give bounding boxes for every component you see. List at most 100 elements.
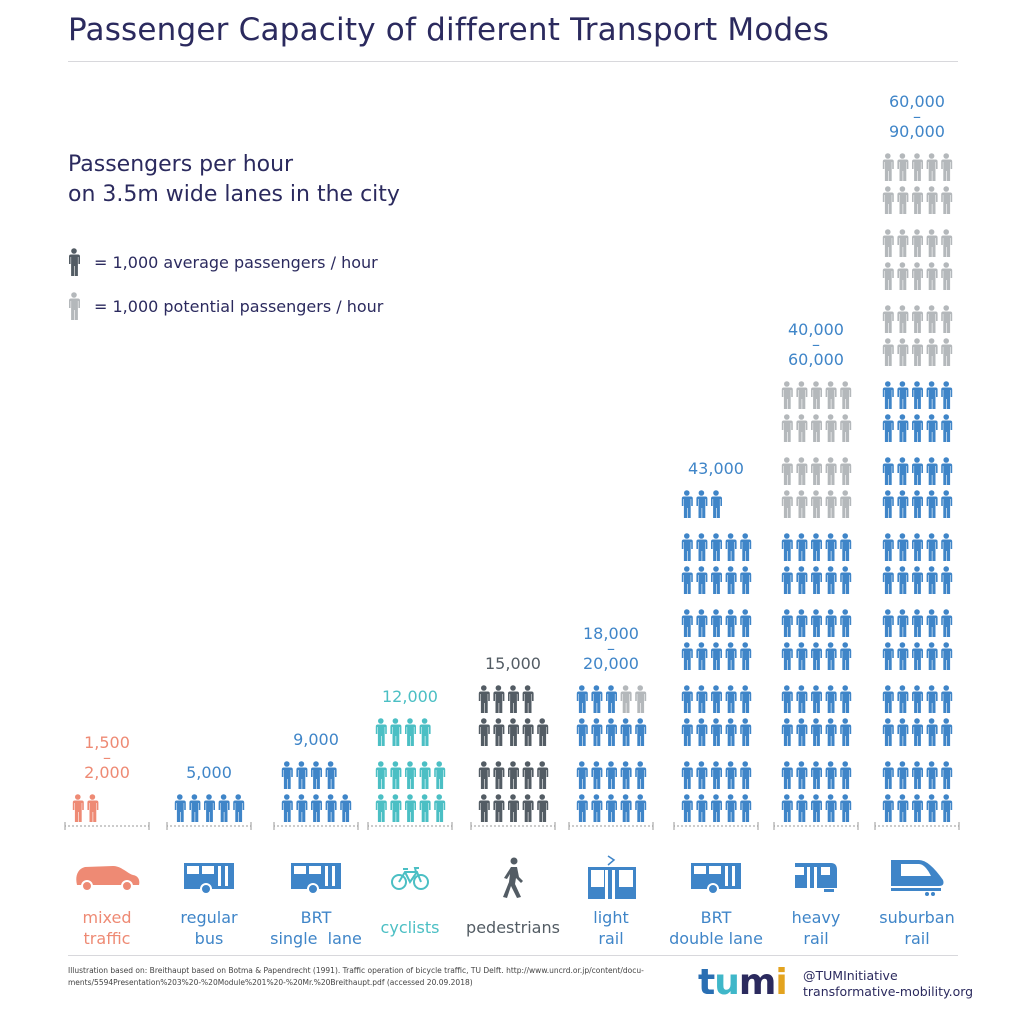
column-suburban-rail xyxy=(874,153,960,830)
person-average-icon xyxy=(912,457,923,485)
person-potential-icon xyxy=(926,262,938,290)
person-average-icon xyxy=(811,566,822,594)
person-average-icon xyxy=(522,794,534,822)
person-average-icon xyxy=(840,685,852,713)
person-average-icon xyxy=(591,761,603,789)
contact-info: @TUMInitiative transformative-mobility.o… xyxy=(803,968,973,1000)
person-average-icon xyxy=(897,761,909,789)
person-average-icon xyxy=(825,718,837,746)
range-dash: – xyxy=(812,335,820,354)
person-average-icon xyxy=(926,642,938,670)
person-average-icon xyxy=(882,381,894,409)
person-average-icon xyxy=(941,457,953,485)
value-label-line: 18,000 xyxy=(583,624,639,643)
person-average-icon xyxy=(926,685,938,713)
person-average-icon xyxy=(912,794,923,822)
person-average-icon xyxy=(882,457,894,485)
person-potential-icon xyxy=(840,457,852,485)
person-average-icon xyxy=(681,642,693,670)
value-label: 43,000 xyxy=(656,456,776,482)
mode-label: BRT double lane xyxy=(661,907,771,949)
person-potential-icon xyxy=(882,153,894,181)
person-potential-icon xyxy=(897,153,909,181)
person-average-icon xyxy=(811,685,822,713)
person-average-icon xyxy=(311,794,322,822)
person-potential-icon xyxy=(897,229,909,257)
mode-BRT-single-lane: BRT single lane xyxy=(261,855,371,949)
person-average-icon xyxy=(493,718,505,746)
person-average-icon xyxy=(635,794,647,822)
person-average-icon xyxy=(926,609,938,637)
person-average-icon xyxy=(434,761,446,789)
person-average-icon xyxy=(740,761,752,789)
person-potential-icon xyxy=(620,685,632,713)
mode-BRT-double-lane: BRT double lane xyxy=(661,855,771,949)
person-potential-icon xyxy=(941,229,953,257)
person-potential-icon xyxy=(840,381,852,409)
chart-subtitle: Passengers per hour on 3.5m wide lanes i… xyxy=(68,150,400,210)
person-average-icon xyxy=(825,533,837,561)
person-average-icon xyxy=(711,490,722,518)
person-average-icon xyxy=(825,761,837,789)
person-average-icon xyxy=(696,533,708,561)
person-potential-icon xyxy=(840,490,852,518)
range-dash: – xyxy=(913,107,921,126)
person-average-icon xyxy=(740,718,752,746)
twitter-handle[interactable]: @TUMInitiative xyxy=(803,968,898,983)
person-average-icon xyxy=(606,685,617,713)
person-average-icon xyxy=(926,794,938,822)
footer-divider xyxy=(68,955,958,956)
person-average-icon xyxy=(711,533,722,561)
mode-label: regular bus xyxy=(154,907,264,949)
column-light-rail xyxy=(568,685,654,830)
person-potential-icon xyxy=(926,305,938,333)
column-regular-bus xyxy=(166,794,252,830)
value-label: 5,000 xyxy=(149,760,269,786)
value-label-line: 15,000 xyxy=(485,654,541,673)
person-average-icon xyxy=(537,718,549,746)
person-potential-icon xyxy=(912,338,923,366)
person-potential-icon xyxy=(781,381,793,409)
mode-label-line: double lane xyxy=(669,929,763,948)
person-average-icon xyxy=(606,761,617,789)
person-average-icon xyxy=(591,794,603,822)
brt-double-bus-icon xyxy=(661,855,771,901)
person-average-icon xyxy=(681,685,693,713)
tumi-logo: tumi xyxy=(698,962,788,1003)
person-average-icon xyxy=(681,533,693,561)
person-average-icon xyxy=(508,685,519,713)
person-potential-icon xyxy=(941,262,953,290)
person-average-icon xyxy=(72,794,84,822)
person-potential-icon xyxy=(825,457,837,485)
person-potential-icon xyxy=(912,186,923,214)
person-average-icon xyxy=(882,642,894,670)
person-average-icon xyxy=(926,566,938,594)
person-average-icon xyxy=(882,533,894,561)
person-average-icon xyxy=(419,761,431,789)
person-average-icon xyxy=(811,761,822,789)
person-potential-icon xyxy=(897,338,909,366)
mode-label-line: single lane xyxy=(270,929,362,948)
range-dash: – xyxy=(607,639,615,658)
mode-label-line: suburban xyxy=(879,908,955,927)
mode-label-line: BRT xyxy=(300,908,332,927)
legend-potential-label: = 1,000 potential passengers / hour xyxy=(94,296,384,316)
person-average-icon xyxy=(912,414,923,442)
person-average-icon xyxy=(711,685,722,713)
person-average-icon xyxy=(926,414,938,442)
person-average-icon xyxy=(478,761,490,789)
website-link[interactable]: transformative-mobility.org xyxy=(803,984,974,999)
mode-suburban-rail: suburban rail xyxy=(862,855,972,949)
person-average-icon xyxy=(696,566,708,594)
person-average-icon xyxy=(681,718,693,746)
mode-cyclists: cyclists xyxy=(355,855,465,938)
range-dash: – xyxy=(103,748,111,767)
car-icon xyxy=(52,855,162,901)
mode-label-line: cyclists xyxy=(380,918,440,937)
person-average-icon xyxy=(781,718,793,746)
person-potential-icon xyxy=(941,153,953,181)
person-average-icon xyxy=(897,457,909,485)
person-average-icon xyxy=(419,718,431,746)
person-potential-icon xyxy=(796,490,808,518)
person-potential-icon xyxy=(781,457,793,485)
